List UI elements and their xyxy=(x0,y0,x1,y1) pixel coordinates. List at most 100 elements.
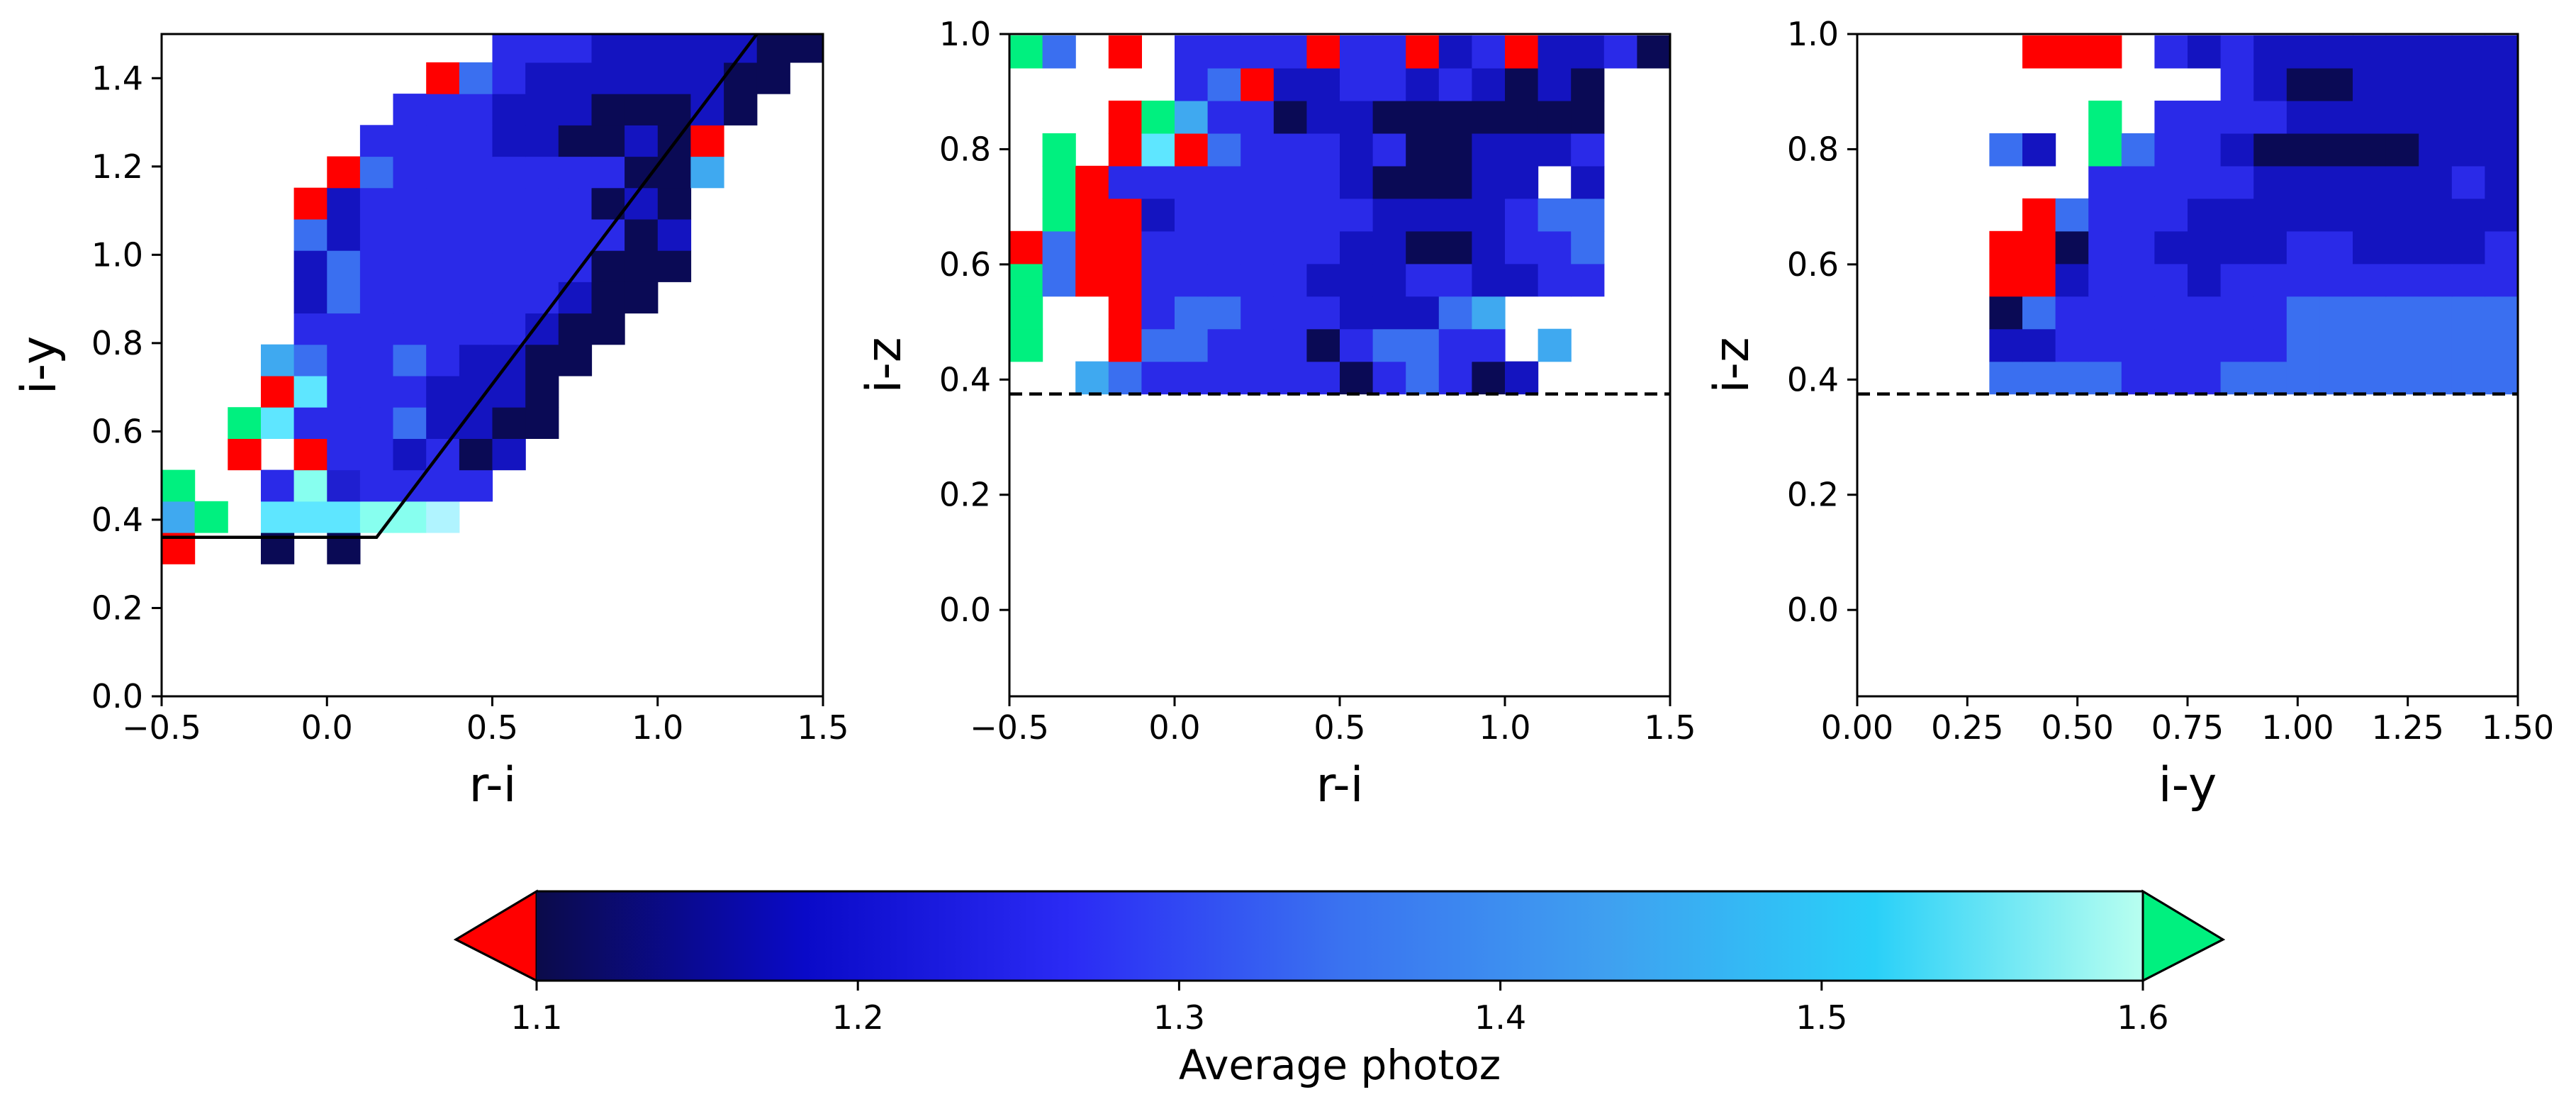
heatmap-cell xyxy=(1207,296,1241,330)
heatmap-cell xyxy=(1538,35,1572,69)
heatmap-cell xyxy=(2088,198,2122,232)
y-tick-label: 0.4 xyxy=(1787,360,1839,399)
heatmap-cell xyxy=(2485,361,2519,395)
heatmap-cell xyxy=(657,156,692,189)
heatmap-cell xyxy=(2353,198,2387,232)
heatmap-cell xyxy=(2253,230,2287,264)
heatmap-cell xyxy=(1042,133,1076,167)
heatmap-cell xyxy=(359,469,394,502)
heatmap-cell xyxy=(2188,230,2222,264)
x-tick-label: 1.50 xyxy=(2482,708,2554,747)
heatmap-cell xyxy=(2451,328,2485,362)
heatmap-cell xyxy=(1075,198,1109,232)
y-tick-label: 0.2 xyxy=(1787,476,1839,514)
heatmap-cell xyxy=(1273,67,1307,101)
heatmap-cell xyxy=(2154,198,2188,232)
heatmap-cell xyxy=(459,94,493,126)
heatmap-cell xyxy=(2385,230,2419,264)
heatmap-cell xyxy=(2188,263,2222,297)
heatmap-cell xyxy=(393,282,427,314)
heatmap-cell xyxy=(2419,67,2453,101)
heatmap-cell xyxy=(1571,165,1605,199)
heatmap-cell xyxy=(2286,328,2320,362)
heatmap-cell xyxy=(1175,100,1209,134)
heatmap-cell xyxy=(1108,100,1142,134)
heatmap-cell xyxy=(2485,67,2519,101)
heatmap-cell xyxy=(1472,230,1506,264)
heatmap-cell xyxy=(2253,100,2287,134)
heatmap-cell xyxy=(2419,133,2453,167)
heatmap-cell xyxy=(2286,67,2320,101)
heatmap-cell xyxy=(2485,198,2519,232)
heatmap-cell xyxy=(591,250,625,282)
heatmap-cell xyxy=(657,187,692,220)
heatmap-cell xyxy=(2121,361,2155,395)
heatmap-cell xyxy=(2319,35,2353,69)
heatmap-cell xyxy=(459,282,493,314)
heatmap-cell xyxy=(724,94,758,126)
heatmap-cell xyxy=(1438,165,1472,199)
heatmap-cell xyxy=(1175,35,1209,69)
heatmap-cell xyxy=(2451,263,2485,297)
heatmap-cell xyxy=(2022,198,2056,232)
heatmap-cell xyxy=(2451,67,2485,101)
heatmap-cell xyxy=(2353,230,2387,264)
heatmap-cell xyxy=(1273,198,1307,232)
heatmap-cell xyxy=(1340,296,1374,330)
heatmap-cell xyxy=(1273,296,1307,330)
heatmap-cell xyxy=(1075,230,1109,264)
heatmap-cell xyxy=(426,313,460,345)
heatmap-cell xyxy=(2188,361,2222,395)
heatmap-cell xyxy=(2253,263,2287,297)
y-tick-label: 0.2 xyxy=(939,476,991,514)
colorbar-tick-label: 1.3 xyxy=(1153,998,1205,1037)
panel-ri-iz: −0.5 0.0 0.5 1.0 1.5 0.0 0.2 0.4 0.6 0.8 1.0 r-i i… xyxy=(856,15,1696,813)
heatmap-cell xyxy=(1637,35,1671,69)
heatmap-cell xyxy=(393,375,427,408)
heatmap-cell xyxy=(327,282,361,314)
y-tick-label: 0.6 xyxy=(939,245,991,284)
heatmap-cell xyxy=(393,187,427,220)
x-tick-label: −0.5 xyxy=(970,708,1049,747)
heatmap-cell xyxy=(1989,263,2023,297)
heatmap-cell xyxy=(2319,361,2353,395)
heatmap-cell xyxy=(625,62,659,94)
y-tick-label: 0.0 xyxy=(1787,591,1839,629)
colorbar-over-arrow xyxy=(2141,889,2226,983)
colorbar-under-arrow xyxy=(453,889,538,983)
heatmap-cell xyxy=(657,94,692,126)
heatmap-cell xyxy=(724,62,758,94)
heatmap-cell xyxy=(2253,361,2287,395)
x-axis-label: r-i xyxy=(469,757,516,813)
heatmap-cell xyxy=(1042,263,1076,297)
heatmap-cell xyxy=(2451,35,2485,69)
y-axis-label: i-z xyxy=(1704,337,1760,393)
heatmap-cell xyxy=(492,187,526,220)
heatmap-cell xyxy=(1207,35,1241,69)
heatmap-cell xyxy=(2088,361,2122,395)
heatmap-cell xyxy=(2419,328,2453,362)
heatmap-cell xyxy=(1009,230,1043,264)
heatmap-cell xyxy=(558,94,593,126)
heatmap-cell xyxy=(426,187,460,220)
heatmap-cell xyxy=(2353,165,2387,199)
heatmap-cell xyxy=(2385,361,2419,395)
heatmap-cell xyxy=(525,156,559,189)
y-tick-label: 0.4 xyxy=(91,501,143,539)
heatmap-cell xyxy=(2385,35,2419,69)
heatmap-cell xyxy=(162,501,196,533)
heatmap-cell xyxy=(1306,67,1340,101)
heatmap-cell xyxy=(293,282,327,314)
heatmap-cell xyxy=(359,501,394,533)
heatmap-cell xyxy=(2055,230,2089,264)
heatmap-cell xyxy=(426,218,460,251)
heatmap-cell xyxy=(1207,328,1241,362)
heatmap-cell xyxy=(525,62,559,94)
heatmap-cell xyxy=(1472,328,1506,362)
heatmap-cell xyxy=(2188,165,2222,199)
heatmap-cell xyxy=(1340,133,1374,167)
heatmap-cell xyxy=(1438,133,1472,167)
heatmap-cell xyxy=(359,282,394,314)
heatmap-cell xyxy=(1372,35,1406,69)
heatmap-cell xyxy=(2154,263,2188,297)
